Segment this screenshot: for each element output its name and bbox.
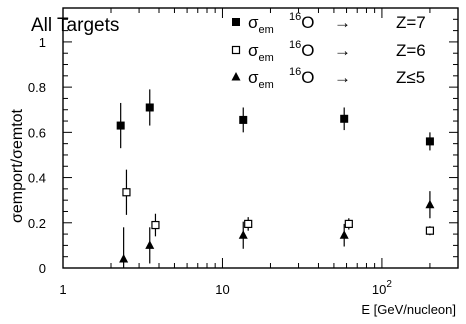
legend-nucleus: 16O — [289, 39, 314, 60]
series-open-square — [122, 169, 435, 237]
data-point-open-square — [344, 219, 353, 229]
chart-axes — [62, 7, 459, 269]
data-point-filled-square — [239, 115, 248, 124]
y-tick-label: 0.8 — [28, 80, 46, 95]
series-filled-triangle — [119, 191, 435, 268]
data-point-open-square — [151, 220, 160, 230]
data-point-filled-square — [116, 121, 125, 130]
legend-subscript: em — [259, 79, 274, 91]
legend-product: Z=7 — [396, 13, 426, 32]
plot-frame — [62, 7, 459, 269]
data-point-filled-triangle — [119, 253, 129, 263]
x-tick-label: 10 — [215, 282, 229, 297]
legend-subscript: em — [259, 52, 274, 64]
data-point-filled-triangle — [339, 230, 349, 239]
data-point-filled-square — [340, 114, 349, 123]
legend-arrow: → — [334, 68, 351, 87]
data-series — [116, 89, 435, 268]
x-tick-label: 102 — [372, 279, 392, 297]
y-tick-label: 0.4 — [28, 171, 46, 186]
data-point-open-square — [244, 219, 253, 229]
data-point-filled-triangle — [238, 230, 248, 239]
legend-element: O — [301, 13, 314, 32]
x-axis-label: E [GeV/nucleon] — [361, 302, 456, 317]
legend-mass-number: 16 — [289, 39, 301, 51]
legend-nucleus: 16O — [289, 66, 314, 87]
legend-label: σem — [248, 41, 274, 64]
legend-product: Z=6 — [396, 41, 426, 60]
chart-title: All Targets — [31, 15, 119, 36]
y-axis-ticks: 0 0.2 0.4 0.6 0.8 1 — [28, 7, 458, 276]
data-point-open-square — [231, 45, 241, 55]
legend-mass-number: 16 — [289, 11, 301, 23]
data-point-filled-triangle — [145, 240, 155, 249]
legend-element: O — [301, 41, 314, 60]
data-point-filled-square — [232, 18, 240, 26]
legend-arrow: → — [334, 41, 351, 60]
legend-label: σem — [248, 68, 274, 91]
data-point-filled-triangle — [231, 72, 241, 81]
data-point-open-square — [122, 188, 131, 197]
legend-label: σem — [248, 13, 274, 36]
y-tick-label: 0.2 — [28, 216, 46, 231]
y-axis-label: σemport/σemtot — [9, 108, 26, 223]
legend-element: O — [301, 68, 314, 87]
y-tick-label: 0.6 — [28, 125, 46, 140]
legend-arrow: → — [334, 13, 351, 32]
legend-subscript: em — [259, 24, 274, 36]
legend-nucleus: 16O — [289, 11, 314, 32]
data-point-filled-square — [425, 137, 434, 146]
series-filled-square — [116, 89, 434, 151]
x-tick-exponent: 2 — [386, 279, 392, 290]
y-tick-label: 0 — [39, 261, 46, 276]
x-tick-label: 1 — [59, 282, 66, 297]
legend-product: Z≤5 — [396, 68, 425, 87]
y-tick-label: 1 — [39, 35, 46, 50]
data-point-filled-triangle — [425, 199, 435, 209]
data-point-open-square — [425, 226, 435, 235]
data-point-filled-square — [145, 103, 154, 112]
legend-mass-number: 16 — [289, 66, 301, 78]
